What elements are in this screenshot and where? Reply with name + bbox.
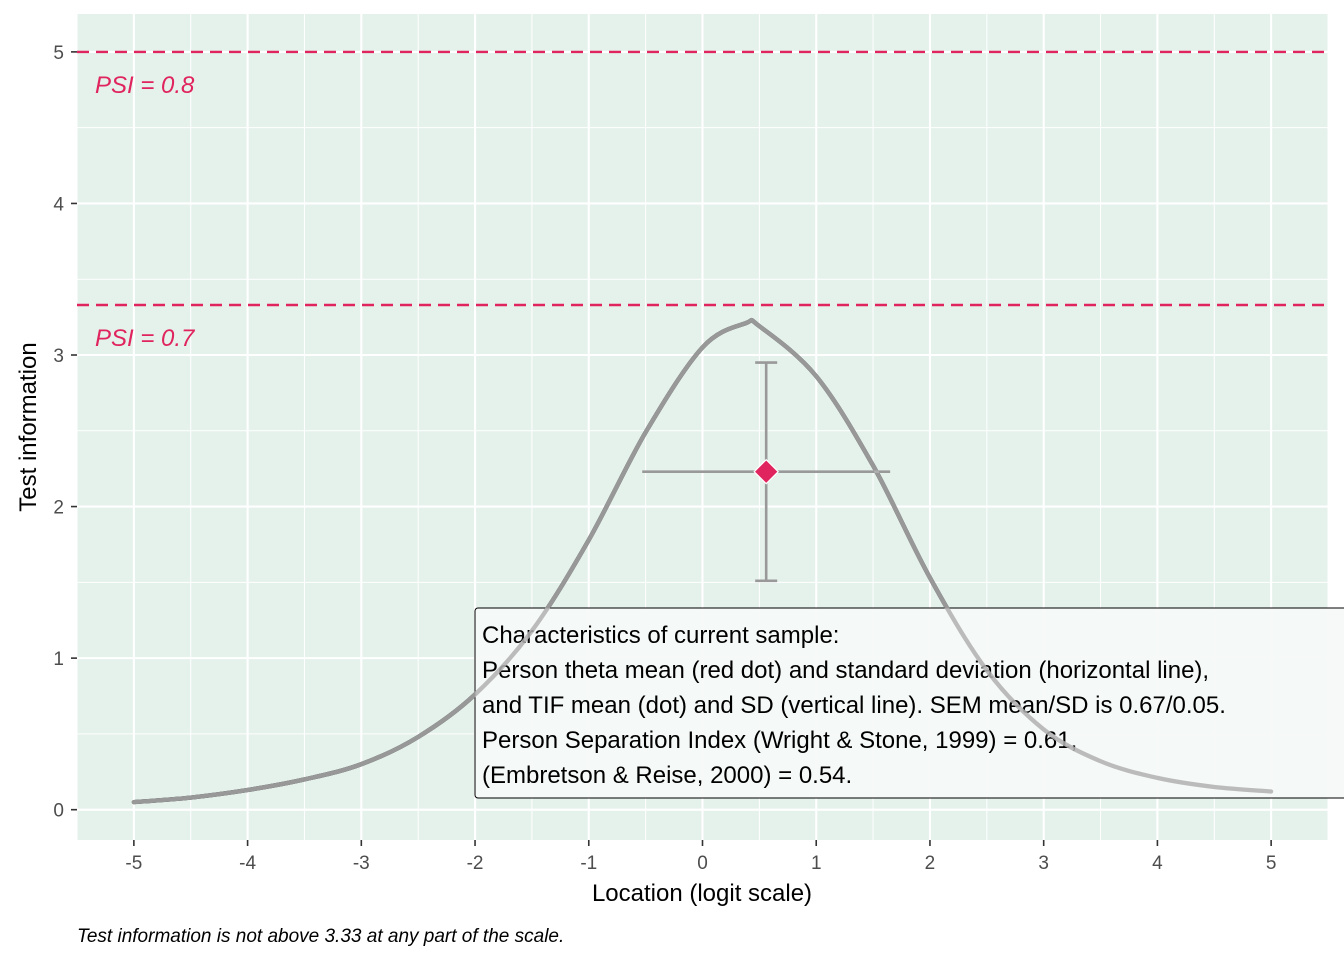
person-mean-point	[753, 458, 780, 485]
annotation-box-frame	[474, 607, 1344, 799]
annotation-line-2: Person theta mean (red dot) and standard…	[482, 657, 1209, 684]
x-tick-label: 2	[925, 853, 936, 874]
annotation-line-3: and TIF mean (dot) and SD (vertical line…	[482, 692, 1226, 719]
curve-faded-layer	[131, 317, 1274, 805]
x-axis-title: Location (logit scale)	[592, 880, 812, 907]
y-axis-title: Test information	[15, 342, 42, 511]
annotation-line-4: Person Separation Index (Wright & Stone,…	[482, 727, 1077, 754]
test-information-curve-behind-box	[131, 317, 1274, 805]
annotation-line-1: Characteristics of current sample:	[482, 622, 839, 649]
y-tick-label: 4	[53, 194, 64, 215]
x-tick-label: 4	[1152, 853, 1163, 874]
reference-line-label: PSI = 0.7	[95, 325, 196, 352]
x-axis: -5 -4 -3 -2 -1 0 1 2 3 4 5	[125, 840, 1276, 874]
chart-caption: Test information is not above 3.33 at an…	[77, 926, 564, 947]
person-mean-point-layer	[753, 458, 780, 485]
x-tick-label: -5	[125, 853, 142, 874]
x-tick-label: -1	[580, 853, 597, 874]
reference-line-label: PSI = 0.8	[95, 72, 195, 99]
y-tick-label: 5	[53, 43, 64, 64]
x-tick-label: 0	[697, 853, 708, 874]
y-tick-label: 0	[53, 801, 64, 822]
y-tick-label: 3	[53, 346, 64, 367]
x-tick-label: -3	[353, 853, 370, 874]
x-tick-label: 1	[811, 853, 822, 874]
x-tick-label: 3	[1038, 853, 1049, 874]
x-tick-label: -4	[239, 853, 256, 874]
y-axis: 0 1 2 3 4 5	[53, 43, 77, 822]
x-tick-label: 5	[1266, 853, 1277, 874]
y-tick-label: 1	[53, 649, 64, 670]
y-tick-label: 2	[53, 498, 64, 519]
annotation-line-5: (Embretson & Reise, 2000) = 0.54.	[482, 762, 852, 789]
x-tick-label: -2	[467, 853, 484, 874]
annotation-box: Characteristics of current sample: Perso…	[474, 607, 1344, 799]
reference-lines: PSI = 0.8 PSI = 0.7	[77, 50, 1328, 352]
